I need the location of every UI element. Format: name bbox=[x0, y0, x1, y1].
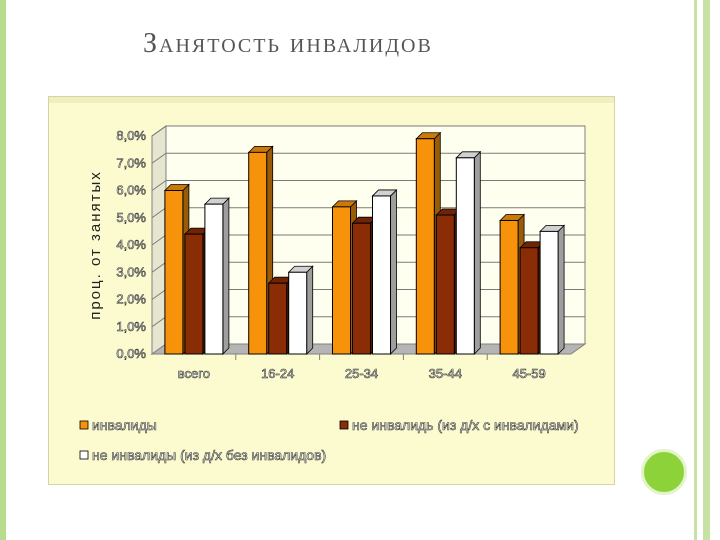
gridline-side bbox=[151, 125, 167, 137]
legend-swatch bbox=[79, 420, 89, 430]
bar-0-1 bbox=[184, 233, 204, 355]
x-tick-label: 25-34 bbox=[345, 366, 378, 381]
y-tick-label: 0,0% bbox=[116, 346, 146, 361]
bar-side bbox=[557, 224, 565, 355]
bar-3-1 bbox=[435, 214, 455, 355]
x-tick-label: 45-59 bbox=[512, 366, 545, 381]
y-tick-label: 7,0% bbox=[116, 155, 146, 170]
left-decor-rule bbox=[0, 0, 6, 540]
gridline-side bbox=[151, 261, 167, 273]
slide-nav-button[interactable] bbox=[641, 449, 687, 495]
gridline-side bbox=[151, 234, 167, 246]
x-tick-label: 16-24 bbox=[261, 366, 294, 381]
bar-2-2 bbox=[372, 195, 391, 355]
bar-3-2 bbox=[455, 157, 475, 355]
right-decor-rule bbox=[694, 0, 697, 540]
bar-1-2 bbox=[288, 271, 308, 355]
bar-1-0 bbox=[248, 151, 268, 355]
y-tick-label: 6,0% bbox=[116, 183, 146, 198]
bar-side bbox=[473, 150, 481, 355]
bar-side bbox=[390, 188, 397, 355]
bar-0-0 bbox=[164, 190, 184, 355]
legend-swatch bbox=[339, 420, 349, 430]
y-tick-label: 3,0% bbox=[116, 264, 146, 279]
gridline-side bbox=[151, 316, 167, 328]
right-decor-rule-outer bbox=[703, 0, 710, 540]
slide-title: Занятость инвалидов bbox=[143, 28, 433, 59]
bar-4-2 bbox=[539, 230, 559, 355]
bar-0-2 bbox=[204, 203, 224, 355]
bar-side bbox=[222, 197, 230, 355]
legend-label: не инвалиды (из д/х без инвалидов) bbox=[92, 447, 326, 463]
gridline-side bbox=[151, 289, 167, 300]
y-tick-label: 4,0% bbox=[116, 237, 146, 252]
y-tick-label: 2,0% bbox=[116, 292, 146, 307]
bar-side bbox=[306, 265, 314, 355]
bar-2-1 bbox=[352, 222, 371, 355]
bar-4-0 bbox=[499, 219, 519, 355]
legend-label: не инвалидь (из д/х с инвалидами) bbox=[352, 417, 579, 433]
legend-label: инвалиды bbox=[92, 417, 157, 433]
bar-3-0 bbox=[415, 138, 435, 355]
chart-frame-top-band bbox=[49, 97, 614, 103]
bar-2-0 bbox=[332, 206, 351, 355]
y-tick-label: 1,0% bbox=[116, 319, 146, 334]
gridline-side bbox=[151, 207, 167, 219]
y-tick-label: 5,0% bbox=[116, 210, 146, 225]
gridline-side bbox=[151, 180, 167, 191]
y-tick-label: 8,0% bbox=[116, 128, 146, 143]
bar-4-1 bbox=[519, 247, 539, 355]
bar-1-1 bbox=[268, 282, 288, 355]
legend-swatch bbox=[79, 450, 89, 460]
x-tick-label: 35-44 bbox=[429, 366, 462, 381]
y-axis-title: проц. от занятых bbox=[87, 170, 104, 320]
gridline-side bbox=[151, 152, 167, 164]
x-tick-label: всего bbox=[178, 366, 210, 381]
